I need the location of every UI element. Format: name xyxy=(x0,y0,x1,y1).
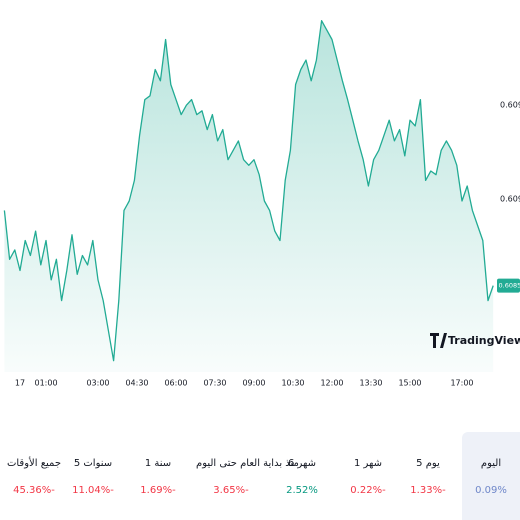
period-tab[interactable]: 1 سنة 1.69%- xyxy=(123,432,193,520)
x-tick-label: 13:30 xyxy=(359,379,382,388)
x-tick-label: 10:30 xyxy=(281,379,304,388)
period-tab[interactable]: منذ بداية العام حتى اليوم 3.65%- xyxy=(196,432,299,520)
x-tick-label: 06:00 xyxy=(164,379,187,388)
period-label: 1 سنة xyxy=(144,458,172,469)
x-tick-label: 15:00 xyxy=(398,379,421,388)
period-label: منذ بداية العام حتى اليوم xyxy=(196,458,299,469)
watermark: TradingView xyxy=(430,333,520,348)
period-row: اليوم 0.09% 5 يوم 1.33%- 1 شهر 0.22%- 6 شهر 2.5… xyxy=(0,432,520,520)
watermark-logo xyxy=(430,333,447,348)
watermark-text: TradingView xyxy=(448,334,520,347)
last-price-label: 0.60854 xyxy=(499,282,520,290)
period-tab[interactable]: اليوم 0.09% xyxy=(462,432,520,520)
period-change: 2.52% xyxy=(286,485,318,496)
price-line xyxy=(3,20,494,362)
period-change: 3.65%- xyxy=(213,485,249,496)
period-change: 0.09% xyxy=(475,485,507,496)
period-change: 0.22%- xyxy=(350,485,386,496)
period-tab[interactable]: 6 شهر 2.52% xyxy=(267,432,337,520)
period-tab[interactable]: جميع الأوقات 45.36%- xyxy=(0,432,69,520)
x-tick-label: 03:00 xyxy=(86,379,109,388)
x-tick-label: 01:00 xyxy=(34,379,57,388)
y-tick-label: 0.60950 xyxy=(500,101,520,110)
x-tick-label: 07:30 xyxy=(203,379,226,388)
x-tick-label: 09:00 xyxy=(242,379,265,388)
x-tick-label: 04:30 xyxy=(125,379,148,388)
chart: 0.60900 0.60950 17 01:00 03:00 04:30 06:00 07:3… xyxy=(3,20,520,388)
period-label: 6 شهر xyxy=(287,458,317,469)
period-label: 1 شهر xyxy=(353,458,383,469)
period-tab[interactable]: 1 شهر 0.22%- xyxy=(333,432,403,520)
period-tab[interactable]: 5 سنوات 11.04%- xyxy=(58,432,128,520)
y-tick-label: 0.60900 xyxy=(500,195,520,204)
x-tick-label: 17:00 xyxy=(450,379,473,388)
period-label: اليوم xyxy=(480,458,502,469)
period-label: جميع الأوقات xyxy=(6,458,62,469)
period-change: 11.04%- xyxy=(72,485,114,496)
last-price-box xyxy=(497,278,520,293)
period-change: 1.69%- xyxy=(140,485,176,496)
x-tick-label: 12:00 xyxy=(320,379,343,388)
period-label: 5 سنوات xyxy=(73,458,113,469)
period-change: 1.33%- xyxy=(410,485,446,496)
period-tab[interactable]: 5 يوم 1.33%- xyxy=(393,432,463,520)
x-tick-label: 17 xyxy=(15,379,25,388)
period-change: 45.36%- xyxy=(13,485,55,496)
area-fill xyxy=(4,20,494,372)
period-label: 5 يوم xyxy=(416,458,440,469)
